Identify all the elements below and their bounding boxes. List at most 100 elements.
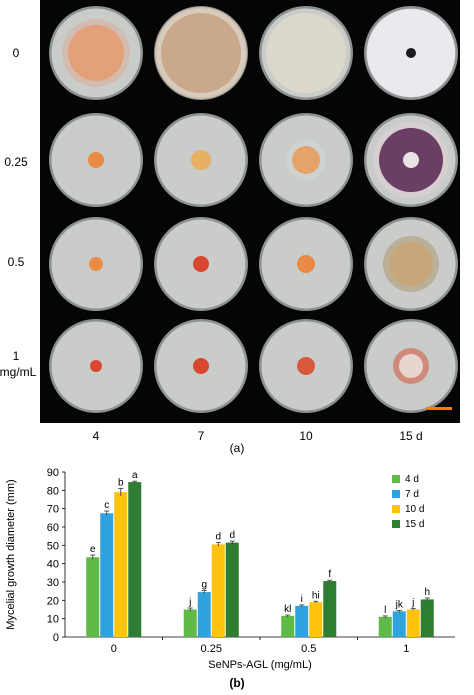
colony-center <box>403 152 419 168</box>
petri-dish-photo-panel: 0 0.25 0.5 1 mg/mL 4 7 10 15 d <box>0 0 460 440</box>
y-tick-label: 40 <box>47 559 59 571</box>
significance-letter: a <box>132 470 138 481</box>
significance-letter: j <box>188 597 191 608</box>
significance-letter: j <box>411 598 414 609</box>
petri-dish <box>49 217 143 311</box>
bar <box>114 492 128 637</box>
petri-dish <box>259 6 353 100</box>
row-label-0.5: 0.5 <box>8 255 25 269</box>
col-label-4: 4 <box>93 429 100 440</box>
fungal-colony <box>161 13 241 93</box>
petri-dish <box>49 319 143 413</box>
growth-bar-chart: Mycelial growth diameter (mm) 0 10 20 30 40 50… <box>5 467 455 671</box>
fungal-colony <box>90 360 102 372</box>
fungal-colony <box>89 257 103 271</box>
bar <box>100 513 114 637</box>
colony-center <box>406 48 416 58</box>
significance-letter: d <box>229 530 235 541</box>
panel-b-caption: (b) <box>229 676 245 690</box>
significance-letter: d <box>215 532 221 543</box>
petri-dish <box>259 113 353 207</box>
y-axis-label: Mycelial growth diameter (mm) <box>5 479 17 629</box>
bar <box>323 581 337 637</box>
col-label-7: 7 <box>198 429 205 440</box>
y-tick-label: 10 <box>47 614 59 626</box>
significance-letter: hi <box>312 590 320 601</box>
bar <box>281 615 295 637</box>
fungal-colony <box>191 150 211 170</box>
row-label-0: 0 <box>13 46 20 60</box>
fungal-colony <box>68 25 124 81</box>
y-tick-label: 80 <box>47 485 59 497</box>
legend-label: 15 d <box>405 519 424 530</box>
y-tick-label: 60 <box>47 522 59 534</box>
significance-letter: jk <box>395 599 404 610</box>
fungal-colony <box>193 256 209 272</box>
y-tick-label: 70 <box>47 504 59 516</box>
bar <box>309 602 323 637</box>
row-label-unit: mg/mL <box>0 365 37 379</box>
fungal-colony <box>297 357 315 375</box>
petri-dish <box>49 113 143 207</box>
bar <box>406 609 420 637</box>
x-tick-label: 0 <box>111 643 117 655</box>
col-label-15d: 15 d <box>399 429 422 440</box>
legend-swatch <box>392 520 400 528</box>
legend-label: 10 d <box>405 504 424 515</box>
bar <box>197 592 211 637</box>
legend-swatch <box>392 490 400 498</box>
x-axis-label: SeNPs-AGL (mg/mL) <box>208 659 312 671</box>
significance-letter: g <box>201 580 207 591</box>
legend-label: 7 d <box>405 489 419 500</box>
col-label-10: 10 <box>299 429 313 440</box>
scale-bar <box>426 407 452 410</box>
y-tick-label: 50 <box>47 540 59 552</box>
significance-letter: c <box>104 500 109 511</box>
petri-dish <box>364 6 458 100</box>
legend: 4 d 7 d 10 d 15 d <box>392 474 424 530</box>
petri-dish <box>259 319 353 413</box>
fungal-colony <box>193 358 209 374</box>
bar <box>295 605 309 637</box>
legend-swatch <box>392 505 400 513</box>
significance-letter: f <box>328 569 331 580</box>
significance-letter: b <box>118 478 124 489</box>
y-tick-label: 90 <box>47 467 59 479</box>
y-tick-label: 30 <box>47 577 59 589</box>
petri-dish <box>364 319 458 413</box>
petri-dish <box>154 217 248 311</box>
significance-letter: h <box>424 587 430 598</box>
x-tick-label: 0.5 <box>301 643 316 655</box>
legend-swatch <box>392 475 400 483</box>
row-label-0.25: 0.25 <box>4 155 28 169</box>
petri-dish <box>49 6 143 100</box>
row-label-1: 1 <box>13 349 20 363</box>
fungal-colony <box>297 255 315 273</box>
petri-dish <box>154 6 248 100</box>
significance-letter: i <box>301 594 303 605</box>
bar <box>420 599 434 637</box>
petri-dish <box>364 217 458 311</box>
bar <box>378 616 392 637</box>
petri-dish <box>364 113 458 207</box>
fungal-colony <box>399 354 423 378</box>
significance-letter: e <box>90 544 96 555</box>
x-tick-label: 1 <box>403 643 409 655</box>
y-tick-label: 20 <box>47 595 59 607</box>
significance-letter: l <box>384 605 386 616</box>
legend-label: 4 d <box>405 474 419 485</box>
petri-dish <box>154 319 248 413</box>
x-tick-label: 0.25 <box>201 643 222 655</box>
panel-a-caption: (a) <box>229 441 245 455</box>
bar <box>211 544 225 637</box>
bar <box>225 542 239 637</box>
fungal-colony <box>389 242 433 286</box>
fungal-colony <box>292 146 320 174</box>
significance-letter: kl <box>284 604 291 615</box>
petri-dish <box>259 217 353 311</box>
bar <box>86 557 100 637</box>
fungal-colony <box>88 152 104 168</box>
bar <box>392 611 406 637</box>
petri-dish <box>154 113 248 207</box>
bar <box>183 609 197 637</box>
